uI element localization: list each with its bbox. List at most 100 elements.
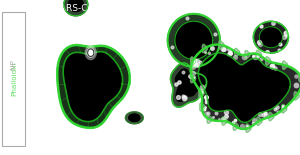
Point bbox=[194, 59, 199, 62]
Polygon shape bbox=[219, 41, 224, 49]
Point bbox=[228, 51, 233, 53]
Point bbox=[280, 104, 285, 107]
Point bbox=[257, 113, 262, 116]
Point bbox=[196, 64, 200, 67]
Point bbox=[226, 53, 231, 55]
Point bbox=[284, 35, 289, 37]
Point bbox=[174, 82, 178, 85]
Point bbox=[204, 95, 208, 98]
Polygon shape bbox=[64, 0, 88, 16]
FancyBboxPatch shape bbox=[2, 12, 26, 146]
Polygon shape bbox=[176, 69, 201, 101]
Point bbox=[278, 43, 282, 45]
Polygon shape bbox=[199, 89, 204, 97]
Point bbox=[191, 72, 196, 75]
Point bbox=[280, 106, 285, 109]
Polygon shape bbox=[190, 74, 196, 83]
Point bbox=[176, 80, 181, 83]
Point bbox=[209, 47, 214, 49]
Point bbox=[191, 76, 196, 78]
Point bbox=[203, 106, 208, 108]
Polygon shape bbox=[168, 14, 220, 67]
Point bbox=[232, 56, 237, 58]
Point bbox=[256, 54, 261, 57]
Point bbox=[192, 62, 197, 64]
Point bbox=[293, 84, 298, 86]
Polygon shape bbox=[259, 27, 283, 48]
Polygon shape bbox=[222, 117, 227, 125]
Polygon shape bbox=[256, 50, 262, 59]
Point bbox=[185, 17, 190, 20]
Point bbox=[222, 47, 227, 50]
Point bbox=[213, 112, 218, 114]
Point bbox=[170, 46, 175, 48]
Text: SARS-CoV2 60hr: SARS-CoV2 60hr bbox=[190, 4, 265, 13]
Point bbox=[240, 125, 244, 127]
Polygon shape bbox=[170, 63, 207, 107]
Point bbox=[258, 24, 263, 27]
Point bbox=[263, 112, 268, 115]
Polygon shape bbox=[207, 115, 212, 123]
Polygon shape bbox=[233, 122, 238, 131]
Polygon shape bbox=[200, 103, 205, 111]
Point bbox=[232, 119, 237, 121]
Point bbox=[282, 35, 287, 38]
Circle shape bbox=[85, 46, 96, 60]
Point bbox=[188, 74, 193, 77]
Point bbox=[276, 49, 281, 51]
Point bbox=[272, 108, 277, 111]
Point bbox=[259, 58, 264, 61]
Point bbox=[250, 55, 255, 57]
Point bbox=[207, 52, 212, 55]
Point bbox=[182, 96, 187, 98]
Point bbox=[251, 122, 256, 125]
Polygon shape bbox=[269, 112, 274, 121]
Point bbox=[220, 118, 225, 120]
Polygon shape bbox=[235, 48, 240, 57]
Point bbox=[270, 64, 274, 67]
Point bbox=[258, 43, 262, 45]
Point bbox=[252, 119, 256, 122]
Point bbox=[213, 32, 218, 35]
Point bbox=[181, 95, 186, 97]
Point bbox=[198, 61, 203, 63]
Circle shape bbox=[87, 48, 94, 57]
Polygon shape bbox=[294, 92, 299, 100]
Point bbox=[201, 107, 206, 110]
Point bbox=[200, 86, 205, 89]
Point bbox=[261, 114, 266, 116]
Point bbox=[244, 125, 249, 127]
Polygon shape bbox=[266, 57, 271, 65]
Point bbox=[264, 51, 269, 53]
Point bbox=[194, 64, 198, 66]
Point bbox=[191, 61, 196, 64]
Circle shape bbox=[89, 50, 93, 55]
Polygon shape bbox=[299, 74, 300, 82]
Point bbox=[273, 67, 278, 69]
Text: SARS-CoV2 24hr: SARS-CoV2 24hr bbox=[54, 4, 128, 13]
Point bbox=[204, 100, 209, 103]
Point bbox=[221, 47, 226, 50]
Polygon shape bbox=[202, 44, 208, 53]
Polygon shape bbox=[68, 0, 83, 12]
Point bbox=[275, 111, 280, 114]
Polygon shape bbox=[254, 21, 288, 53]
Point bbox=[203, 112, 208, 115]
Point bbox=[224, 111, 229, 113]
Point bbox=[203, 51, 208, 53]
Point bbox=[182, 96, 187, 99]
Point bbox=[253, 55, 258, 58]
Polygon shape bbox=[191, 45, 300, 129]
Point bbox=[181, 70, 186, 73]
Point bbox=[294, 74, 298, 77]
Text: NP: NP bbox=[11, 61, 17, 97]
Polygon shape bbox=[282, 61, 288, 69]
Point bbox=[192, 58, 197, 61]
Point bbox=[200, 90, 205, 93]
Point bbox=[270, 65, 274, 68]
Point bbox=[242, 56, 246, 59]
Point bbox=[210, 116, 215, 118]
Point bbox=[227, 48, 232, 50]
Polygon shape bbox=[175, 21, 213, 59]
Point bbox=[230, 121, 235, 123]
